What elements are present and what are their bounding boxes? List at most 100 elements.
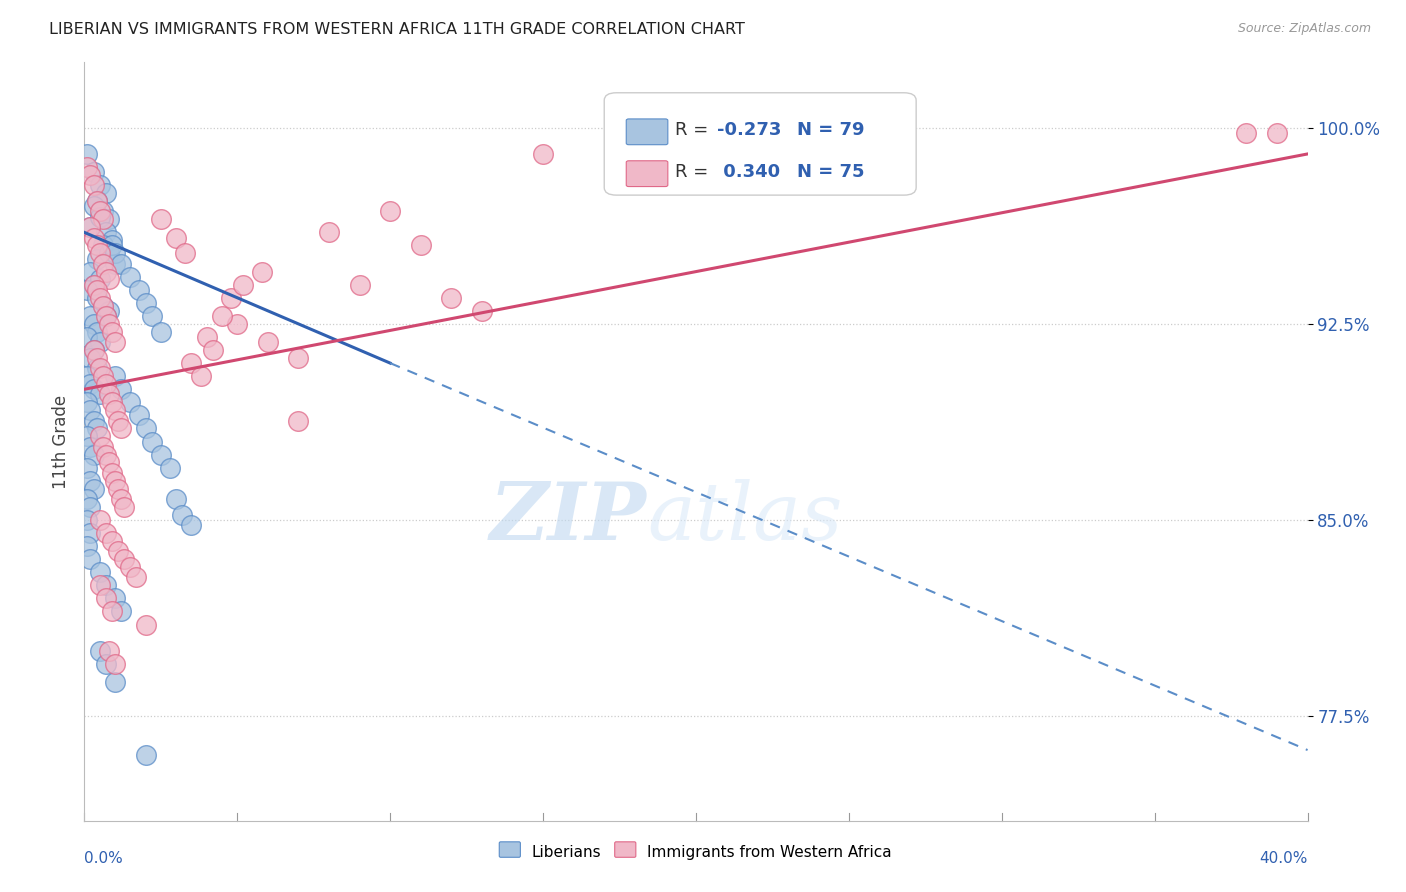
Point <box>97 246 120 260</box>
Point <box>86 283 108 297</box>
Text: Source: ZipAtlas.com: Source: ZipAtlas.com <box>1237 22 1371 36</box>
Point <box>1236 126 1258 140</box>
Point <box>94 578 117 592</box>
Point <box>128 409 150 423</box>
Point <box>141 434 163 449</box>
Text: ZIP: ZIP <box>491 479 647 556</box>
Point <box>97 455 120 469</box>
Point <box>89 272 111 286</box>
Point <box>104 591 127 606</box>
Point <box>120 560 142 574</box>
Point <box>89 566 111 580</box>
Point <box>110 491 132 506</box>
Text: atlas: atlas <box>647 479 842 556</box>
Point <box>128 283 150 297</box>
Point <box>104 474 127 488</box>
Point <box>440 291 463 305</box>
Point <box>97 272 120 286</box>
Point <box>110 421 132 435</box>
Point <box>120 269 142 284</box>
Point <box>83 277 105 292</box>
Point <box>104 675 127 690</box>
Point <box>101 233 124 247</box>
Point <box>110 382 132 396</box>
Point <box>219 291 242 305</box>
Point <box>159 460 181 475</box>
Point <box>86 194 108 208</box>
Point <box>174 246 197 260</box>
Point <box>107 544 129 558</box>
Point <box>135 748 157 763</box>
Point <box>135 421 157 435</box>
Point <box>89 429 111 443</box>
Point <box>94 591 117 606</box>
Point <box>89 246 111 260</box>
Point <box>91 299 114 313</box>
Point <box>94 186 117 201</box>
Point <box>76 147 98 161</box>
Point <box>112 500 135 514</box>
Point <box>135 617 157 632</box>
Point <box>409 238 432 252</box>
Point <box>76 330 98 344</box>
Point <box>86 252 108 266</box>
Point <box>79 168 101 182</box>
Point <box>76 429 98 443</box>
Point <box>79 552 101 566</box>
FancyBboxPatch shape <box>626 119 668 145</box>
Point <box>94 309 117 323</box>
Point <box>201 343 224 357</box>
Point <box>471 303 494 318</box>
Point <box>101 238 124 252</box>
Point <box>79 403 101 417</box>
Point <box>287 351 309 365</box>
Point <box>149 448 172 462</box>
Point <box>76 160 98 174</box>
Point <box>97 212 120 227</box>
Point <box>94 309 117 323</box>
Point <box>232 277 254 292</box>
Point <box>97 303 120 318</box>
Point <box>101 325 124 339</box>
Point <box>141 309 163 323</box>
Point <box>86 351 108 365</box>
Point <box>101 533 124 548</box>
Point <box>107 414 129 428</box>
Point <box>94 448 117 462</box>
Point <box>79 500 101 514</box>
Point <box>89 335 111 350</box>
Text: LIBERIAN VS IMMIGRANTS FROM WESTERN AFRICA 11TH GRADE CORRELATION CHART: LIBERIAN VS IMMIGRANTS FROM WESTERN AFRI… <box>49 22 745 37</box>
Point <box>91 204 114 219</box>
Point <box>83 165 105 179</box>
Point <box>86 238 108 252</box>
Text: R =: R = <box>675 121 714 139</box>
Point <box>89 178 111 193</box>
Point <box>89 291 111 305</box>
Text: N = 79: N = 79 <box>797 121 865 139</box>
Point <box>104 657 127 671</box>
Point <box>86 194 108 208</box>
Text: N = 75: N = 75 <box>797 163 865 181</box>
Point <box>226 317 249 331</box>
Point <box>94 226 117 240</box>
Point <box>89 578 111 592</box>
Point <box>91 440 114 454</box>
Point <box>79 377 101 392</box>
Point <box>79 474 101 488</box>
Point <box>1265 126 1288 140</box>
Point <box>83 448 105 462</box>
Point <box>86 325 108 339</box>
Point <box>83 382 105 396</box>
Point <box>79 526 101 541</box>
Point <box>104 257 127 271</box>
Point <box>257 335 280 350</box>
Text: -0.273: -0.273 <box>717 121 782 139</box>
Point <box>83 414 105 428</box>
FancyBboxPatch shape <box>605 93 917 195</box>
Point <box>195 330 218 344</box>
Point <box>86 291 108 305</box>
Point <box>91 257 114 271</box>
Point <box>94 657 117 671</box>
Point <box>110 257 132 271</box>
Point <box>380 204 402 219</box>
